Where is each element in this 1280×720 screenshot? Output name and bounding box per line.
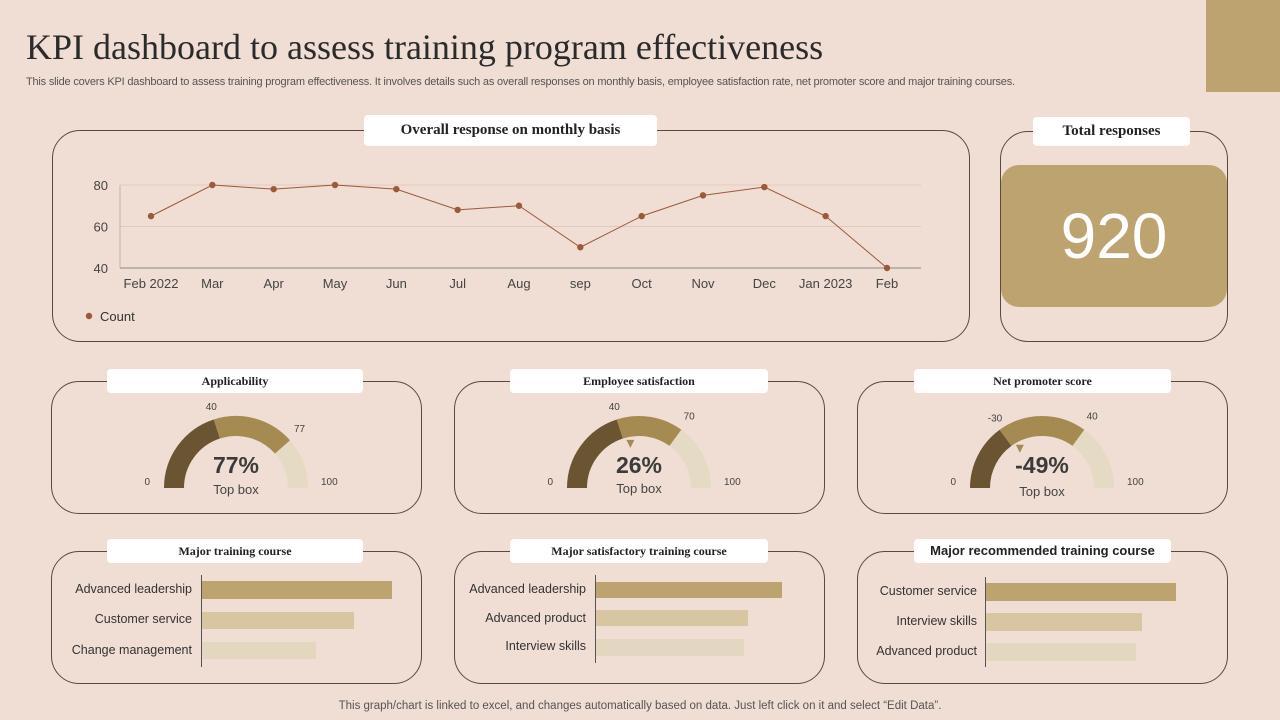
data-point[interactable] bbox=[883, 264, 891, 272]
gauge-tick-label: 100 bbox=[321, 477, 338, 488]
employee-satisfaction-label: Employee satisfaction bbox=[510, 369, 768, 393]
x-tick-label: Nov bbox=[691, 276, 715, 291]
monthly-response-label: Overall response on monthly basis bbox=[364, 115, 657, 146]
course-bar-label: Customer service bbox=[879, 584, 977, 598]
data-point[interactable] bbox=[515, 202, 523, 209]
total-responses-value: 920 bbox=[1001, 165, 1227, 307]
x-tick-label: May bbox=[323, 276, 348, 291]
employee-satisfaction-value: 26% bbox=[615, 452, 663, 478]
applicability-subtext: Top box bbox=[213, 482, 259, 497]
course-bar bbox=[596, 639, 744, 656]
gauge-tick-label: -30 bbox=[988, 413, 1003, 424]
data-point[interactable] bbox=[822, 212, 829, 220]
course-bar-label: Advanced leadership bbox=[469, 582, 586, 596]
gauge-band-high bbox=[274, 440, 308, 489]
course-bar-label: Change management bbox=[71, 643, 192, 657]
course-bar-label: Advanced leadership bbox=[75, 582, 192, 596]
course-axis bbox=[595, 575, 596, 663]
course-bar bbox=[986, 583, 1176, 601]
applicability-value: 77% bbox=[212, 452, 260, 478]
gauge-tick-label: 40 bbox=[1087, 412, 1099, 423]
x-tick-label: Jan 2023 bbox=[799, 276, 853, 291]
course-bar bbox=[202, 581, 392, 599]
gauge-tick-label: 40 bbox=[609, 402, 621, 413]
major-satisfactory-course-label: Major satisfactory training course bbox=[510, 539, 768, 563]
net-promoter-label: Net promoter score bbox=[914, 369, 1171, 393]
legend-label: Count bbox=[100, 309, 135, 324]
gauge-band-low bbox=[164, 419, 221, 489]
gauge-tick-label: 77 bbox=[294, 424, 306, 435]
course-bar bbox=[202, 642, 316, 659]
footer-note: This graph/chart is linked to excel, and… bbox=[338, 700, 942, 712]
x-tick-label: Dec bbox=[753, 276, 777, 291]
course-bar-label: Interview skills bbox=[896, 614, 977, 628]
course-bar-label: Customer service bbox=[94, 612, 192, 626]
gauge-tick-label: 0 bbox=[950, 477, 956, 488]
course-bar-label: Advanced product bbox=[485, 611, 586, 625]
data-point[interactable] bbox=[638, 212, 645, 220]
gauge-band-mid bbox=[616, 416, 682, 447]
gauge-tick-label: 0 bbox=[144, 477, 150, 488]
data-point[interactable] bbox=[393, 185, 400, 193]
page-title: KPI dashboard to assess training program… bbox=[26, 27, 824, 67]
x-tick-label: Apr bbox=[264, 276, 285, 291]
x-tick-label: sep bbox=[570, 276, 591, 291]
gauge-band-mid bbox=[999, 416, 1085, 447]
gauge-tick-label: 70 bbox=[684, 412, 696, 423]
data-point[interactable] bbox=[454, 206, 461, 214]
gauge-tick-label: 100 bbox=[1127, 477, 1144, 488]
data-point[interactable] bbox=[270, 185, 277, 193]
course-bar bbox=[596, 582, 782, 598]
course-axis bbox=[201, 575, 202, 667]
course-bar-label: Interview skills bbox=[505, 639, 586, 653]
course-bar bbox=[596, 610, 748, 626]
y-tick-label: 60 bbox=[94, 220, 108, 235]
course-bar bbox=[986, 613, 1142, 631]
net-promoter-value: -49% bbox=[1015, 452, 1069, 478]
course-bar-label: Advanced product bbox=[876, 644, 977, 658]
x-tick-label: Jun bbox=[386, 276, 407, 291]
applicability-label: Applicability bbox=[107, 369, 363, 393]
gauge-tick-label: 40 bbox=[206, 402, 218, 413]
course-bar bbox=[202, 612, 354, 629]
gauge-tick-label: 100 bbox=[724, 477, 741, 488]
net-promoter-subtext: Top box bbox=[1019, 484, 1065, 499]
data-point[interactable] bbox=[761, 183, 768, 191]
data-point[interactable] bbox=[209, 181, 216, 189]
corner-accent bbox=[1206, 0, 1280, 92]
legend-marker bbox=[85, 312, 93, 320]
gauge-band-high bbox=[1072, 429, 1114, 489]
gauge-tick-label: 0 bbox=[547, 477, 553, 488]
gauge-band-mid bbox=[213, 416, 291, 454]
data-point[interactable] bbox=[147, 212, 155, 220]
y-tick-label: 40 bbox=[94, 261, 108, 276]
gauge-band-high bbox=[669, 429, 711, 489]
gauge-pointer bbox=[626, 439, 635, 448]
gauge-band-low bbox=[970, 429, 1012, 489]
major-training-course-label: Major training course bbox=[107, 539, 363, 563]
y-tick-label: 80 bbox=[94, 178, 108, 193]
data-point[interactable] bbox=[577, 244, 584, 251]
x-tick-label: Aug bbox=[507, 276, 530, 291]
x-tick-label: Oct bbox=[632, 276, 653, 291]
employee-satisfaction-subtext: Top box bbox=[616, 481, 662, 496]
x-tick-label: Feb 2022 bbox=[124, 276, 179, 291]
course-bar bbox=[986, 643, 1136, 661]
data-point[interactable] bbox=[699, 192, 707, 199]
data-point[interactable] bbox=[331, 181, 339, 189]
total-responses-label: Total responses bbox=[1033, 117, 1190, 146]
x-tick-label: Jul bbox=[449, 276, 466, 291]
x-tick-label: Mar bbox=[201, 276, 224, 291]
gauge-band-low bbox=[567, 419, 624, 489]
monthly-line-chart[interactable]: 40 60 80 Feb 2022 Mar Apr May Jun Jul Aug sep Oct No… bbox=[52, 130, 970, 342]
page-subtitle: This slide covers KPI dashboard to asses… bbox=[26, 76, 1015, 88]
major-recommended-course-label: Major recommended training course bbox=[914, 539, 1171, 563]
gauge-pointer bbox=[1015, 444, 1024, 453]
x-tick-label: Feb bbox=[876, 276, 898, 291]
course-axis bbox=[985, 577, 986, 667]
